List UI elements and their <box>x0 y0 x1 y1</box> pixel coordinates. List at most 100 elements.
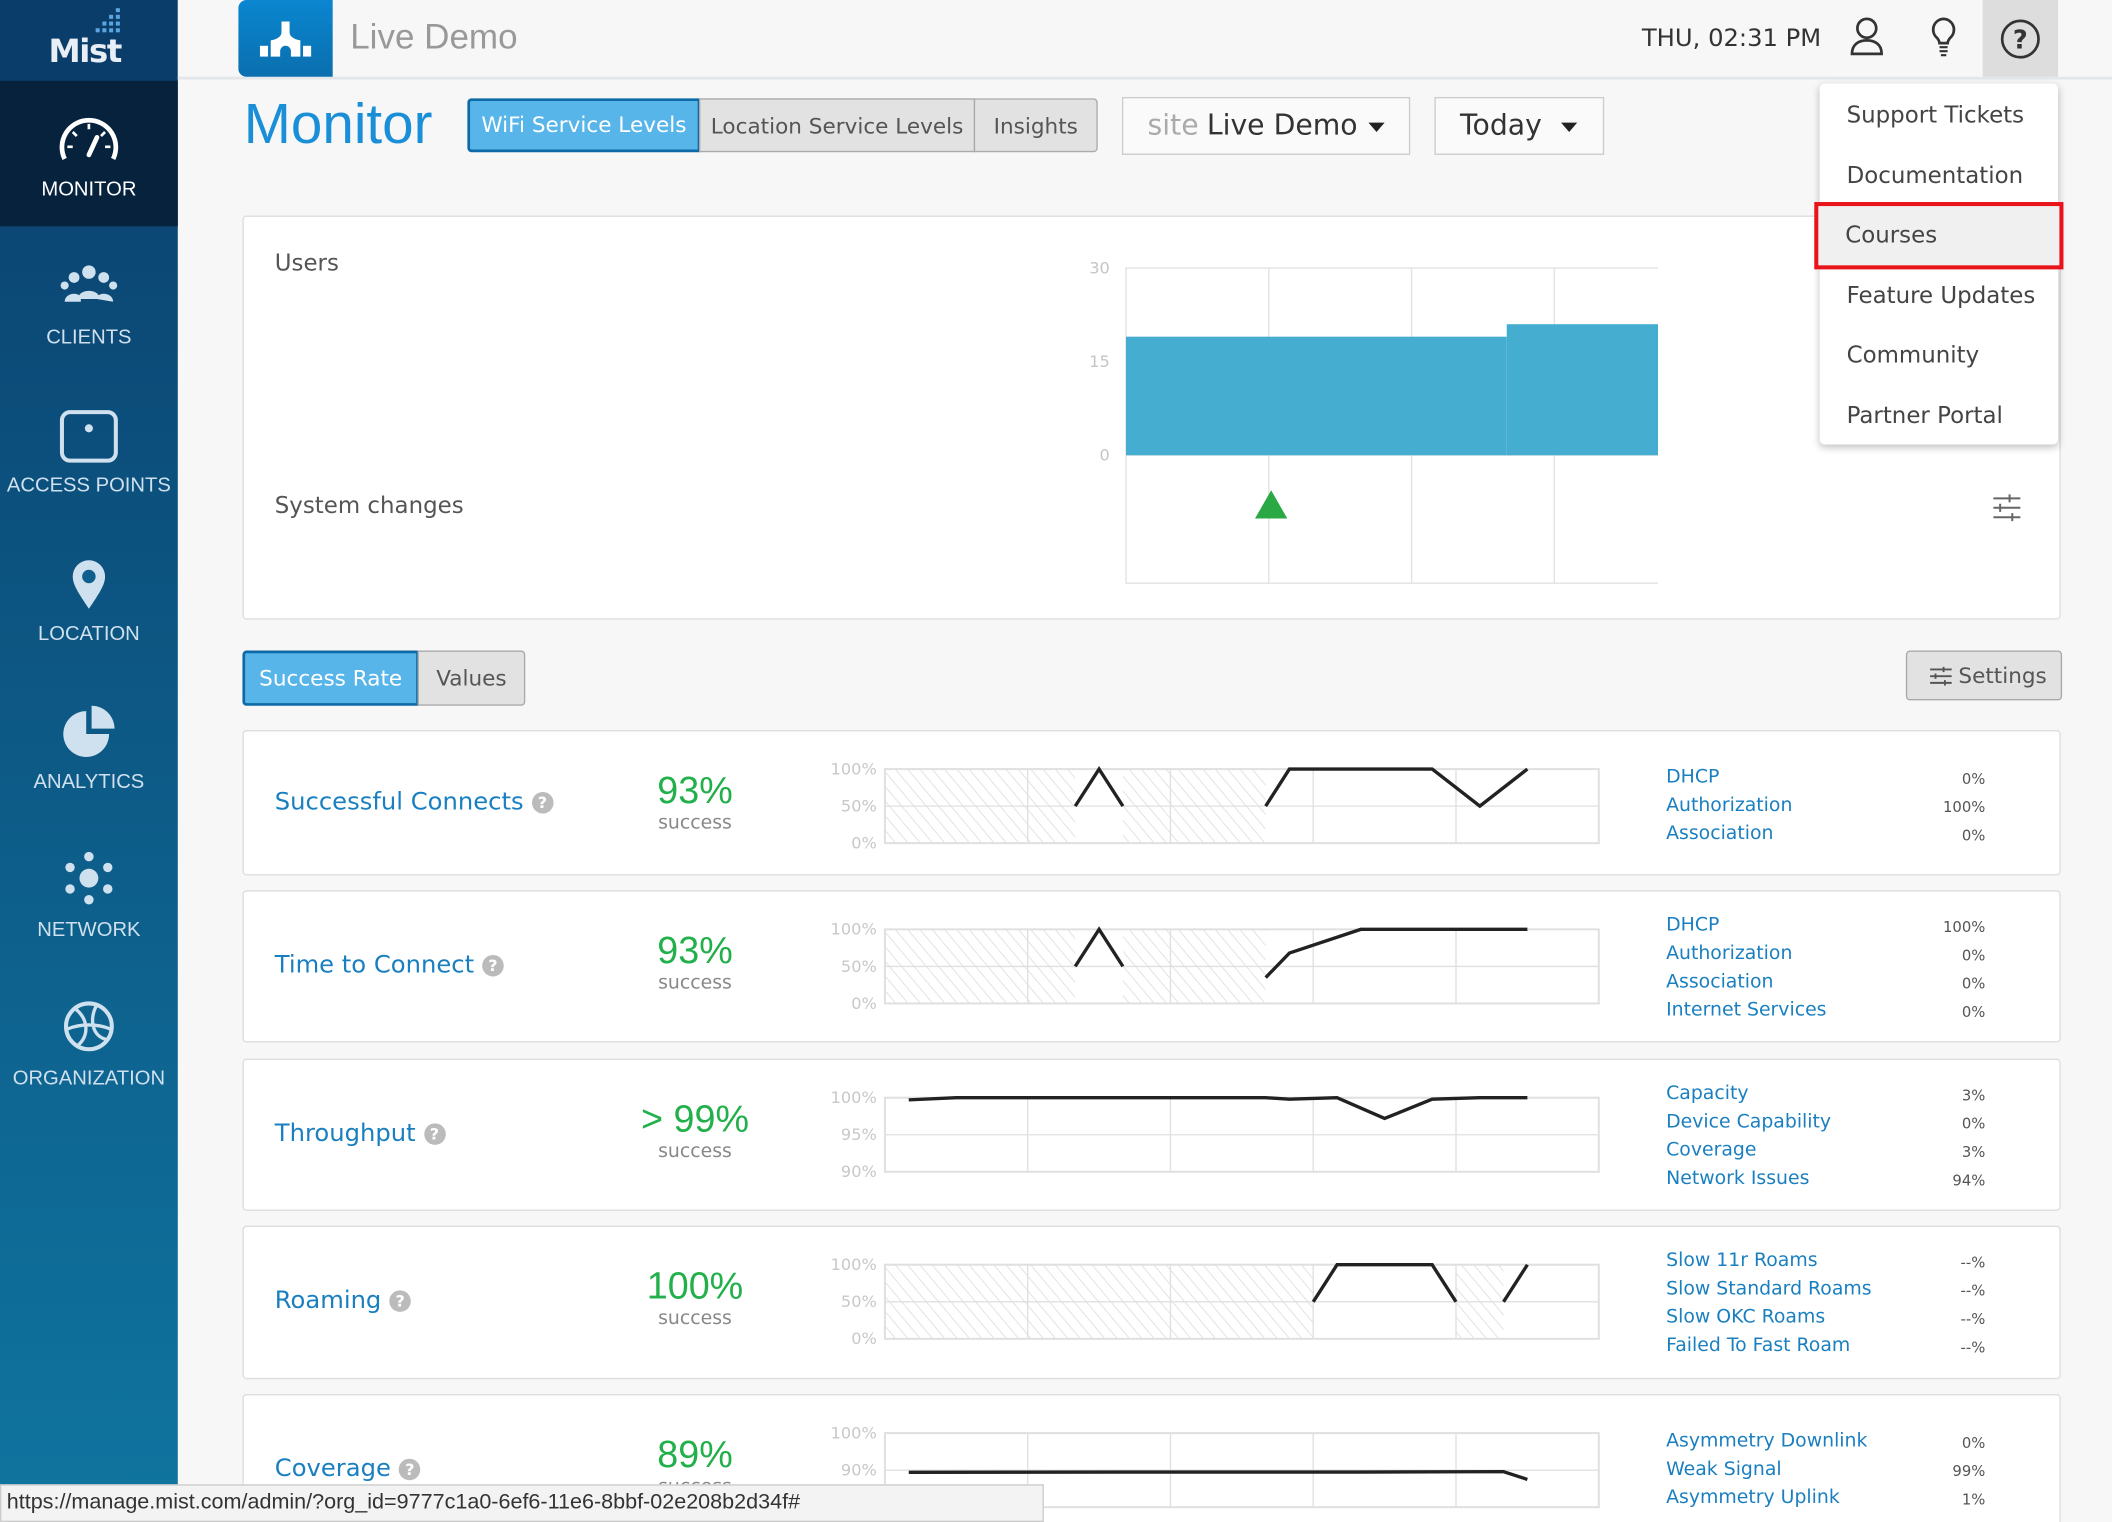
y-tick-label: 0% <box>851 1329 877 1348</box>
success-rate-toggle[interactable]: Success Rate <box>242 650 419 706</box>
metric-name-link[interactable]: Successful Connects? <box>275 788 554 816</box>
reason-link[interactable]: Weak Signal <box>1666 1458 1782 1481</box>
help-circle-icon[interactable]: ? <box>482 954 504 977</box>
sidebar-item-label: ACCESS POINTS <box>6 474 171 498</box>
metric-card-throughput: Throughput? > 99% success 100% 95% 90% Capacit… <box>242 1058 2061 1211</box>
reason-link[interactable]: Capacity <box>1666 1082 1749 1105</box>
sidebar-item-clients[interactable]: CLIENTS <box>0 229 178 374</box>
metric-name-link[interactable]: Roaming? <box>274 1286 411 1315</box>
sidebar-item-organization[interactable]: ORGANIZATION <box>0 970 178 1115</box>
tab-location-service-levels[interactable]: Location Service Levels <box>699 98 976 153</box>
help-circle-icon[interactable]: ? <box>399 1458 421 1481</box>
metric-sparkline: 100% 50% 0% <box>831 1255 1600 1348</box>
reason-link[interactable]: Internet Services <box>1666 999 1827 1021</box>
y-tick-label: 100% <box>831 1088 877 1107</box>
sidebar-item-monitor[interactable]: MONITOR <box>0 80 178 227</box>
reason-link[interactable]: Asymmetry Uplink <box>1666 1486 1840 1509</box>
reason-link[interactable]: Device Capability <box>1666 1111 1832 1133</box>
pie-chart-icon <box>63 705 115 757</box>
sidebar-item-label: LOCATION <box>37 622 140 646</box>
sidebar-item-network[interactable]: NETWORK <box>0 822 178 967</box>
reason-link[interactable]: Slow OKC Roams <box>1666 1306 1826 1329</box>
sparkline-series <box>1073 765 1125 808</box>
page-title: Monitor <box>243 91 433 155</box>
metric-value: 100% <box>646 1264 744 1307</box>
system-change-marker[interactable] <box>1254 490 1288 519</box>
reason-value: 3% <box>1961 1143 1986 1162</box>
sidebar-item-label: NETWORK <box>37 918 141 942</box>
help-button[interactable]: ? <box>1982 0 2059 77</box>
filter-sliders-icon[interactable] <box>1991 494 2023 522</box>
reason-link[interactable]: DHCP <box>1666 914 1720 937</box>
metric-sparkline: 100% 50% 0% <box>831 759 1600 853</box>
metric-value: 93% <box>657 769 733 811</box>
reason-link[interactable]: Slow 11r Roams <box>1666 1249 1818 1272</box>
reason-link[interactable]: Failed To Fast Roam <box>1666 1334 1851 1357</box>
metric-name-link[interactable]: Throughput? <box>274 1119 446 1148</box>
sidebar-item-access-points[interactable]: ACCESS POINTS <box>0 377 178 522</box>
reason-link[interactable]: Slow Standard Roams <box>1666 1278 1872 1300</box>
settings-button[interactable]: Settings <box>1905 650 2063 701</box>
reason-link[interactable]: Association <box>1666 971 1774 993</box>
menu-item-documentation[interactable]: Documentation <box>1846 162 2024 190</box>
help-circle-icon[interactable]: ? <box>531 791 554 814</box>
reason-value: 3% <box>1961 1086 1986 1105</box>
org-name: Live Demo <box>350 16 518 57</box>
menu-item-feature-updates[interactable]: Feature Updates <box>1846 282 2036 310</box>
tab-insights[interactable]: Insights <box>973 98 1098 153</box>
y-tick-label: 90% <box>841 1461 877 1480</box>
tab-wifi-service-levels[interactable]: WiFi Service Levels <box>467 98 701 153</box>
org-logo[interactable] <box>238 0 333 77</box>
sidebar-item-location[interactable]: LOCATION <box>0 525 178 670</box>
help-circle-icon[interactable]: ? <box>423 1123 446 1145</box>
metric-name: Roaming <box>274 1286 382 1315</box>
y-tick-label: 15 <box>1089 352 1110 371</box>
menu-item-partner-portal[interactable]: Partner Portal <box>1846 402 2003 430</box>
metric-name-link[interactable]: Coverage? <box>275 1455 421 1483</box>
user-icon[interactable] <box>1849 16 1884 56</box>
reason-link[interactable]: Network Issues <box>1666 1167 1810 1190</box>
metric-card-time-to-connect: Time to Connect? 93% success 100% 50% 0% DHCP 1… <box>242 890 2061 1043</box>
site-prefix: site <box>1147 109 1199 142</box>
sparkline-series <box>1264 927 1528 979</box>
metric-name: Throughput <box>274 1119 416 1148</box>
menu-item-community[interactable]: Community <box>1846 342 1980 370</box>
sidebar: Mist MONITOR CLIENTS ACCESS POINTS LOCATION… <box>0 0 178 1522</box>
status-bar-url: https://manage.mist.com/admin/?org_id=97… <box>0 1484 1044 1522</box>
lightbulb-icon[interactable] <box>1929 16 1959 57</box>
sparkline-series <box>1264 767 1529 809</box>
sliders-icon <box>1930 666 1952 686</box>
help-dropdown-menu: Support Tickets Documentation Courses Featu… <box>1814 83 2064 445</box>
metric-sparkline: 100%90%80% <box>831 1423 1600 1517</box>
svg-text:?: ? <box>2013 25 2028 55</box>
top-header <box>177 0 2112 80</box>
reason-link[interactable]: Authorization <box>1666 942 1793 965</box>
site-select[interactable]: site Live Demo <box>1121 96 1411 155</box>
mist-logo[interactable]: Mist <box>0 0 178 81</box>
clock: THU, 02:31 PM <box>1641 24 1822 53</box>
reason-value: 94% <box>1952 1171 1986 1190</box>
org-logo-icon <box>259 21 312 57</box>
help-circle-icon[interactable]: ? <box>389 1290 411 1312</box>
time-range-select[interactable]: Today <box>1434 96 1605 155</box>
metric-value: > 99% <box>640 1097 749 1140</box>
reason-link[interactable]: Association <box>1666 822 1774 845</box>
metric-sub-label: success <box>658 1307 732 1330</box>
reason-link[interactable]: Asymmetry Downlink <box>1666 1430 1868 1452</box>
reason-link[interactable]: Coverage <box>1666 1139 1757 1162</box>
reason-link[interactable]: DHCP <box>1666 766 1720 788</box>
menu-item-support-tickets[interactable]: Support Tickets <box>1846 102 2025 130</box>
menu-item-courses[interactable]: Courses <box>1814 202 2064 270</box>
sparkline-series <box>908 1469 1528 1482</box>
y-tick-label: 100% <box>831 920 877 939</box>
help-icon: ? <box>2000 19 2040 59</box>
metric-sub-label: success <box>658 972 732 995</box>
metric-name-link[interactable]: Time to Connect? <box>275 951 504 979</box>
reason-link[interactable]: Authorization <box>1666 794 1793 817</box>
values-toggle[interactable]: Values <box>417 650 526 706</box>
sidebar-item-analytics[interactable]: ANALYTICS <box>0 673 178 818</box>
globe-icon <box>63 1001 114 1052</box>
system-changes-label: System changes <box>274 492 464 520</box>
sidebar-item-label: ANALYTICS <box>33 770 145 794</box>
sparkline-series <box>908 1096 1528 1121</box>
